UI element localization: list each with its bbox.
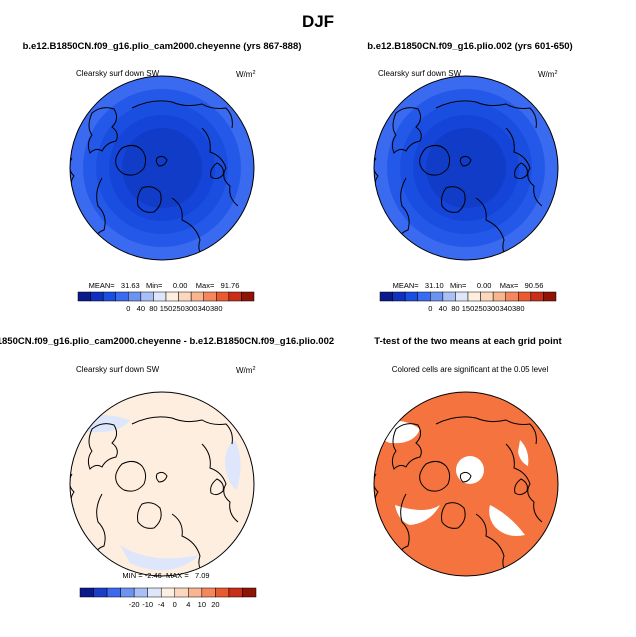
colorbar-tick-label: 300 <box>185 304 198 313</box>
colorbar-swatch <box>147 587 162 598</box>
panel-3-variable: Clearsky surf down SW <box>76 365 160 374</box>
panel-3-map <box>69 391 255 577</box>
colorbar-swatch <box>455 291 469 302</box>
colorbar-tick-label: 4 <box>186 600 190 609</box>
colorbar-tick-label: 80 <box>451 304 459 313</box>
colorbar-swatch <box>133 587 148 598</box>
colorbar-swatch <box>77 291 91 302</box>
colorbar-tick-label: 250 <box>474 304 487 313</box>
colorbar-swatch <box>106 587 121 598</box>
colorbar-swatch <box>241 291 255 302</box>
colorbar-swatch <box>140 291 154 302</box>
colorbar-swatch <box>417 291 431 302</box>
panel-3-colorbar: -20 -10 -4 0 4 10 20 <box>79 587 257 609</box>
colorbar-tick-label: 10 <box>198 600 206 609</box>
colorbar-swatch <box>178 291 192 302</box>
panel-3-units: W/m2 <box>236 366 256 375</box>
colorbar-tick-label: 250 <box>172 304 185 313</box>
colorbar-tick-label: 0 <box>428 304 432 313</box>
colorbar-swatch <box>160 587 176 598</box>
colorbar-swatch <box>442 291 456 302</box>
colorbar-swatch <box>242 587 257 598</box>
colorbar-tick-label: 380 <box>512 304 525 313</box>
panel-2-units: W/m2 <box>538 70 558 79</box>
colorbar-swatch <box>93 587 108 598</box>
colorbar-tick-label: -10 <box>142 600 153 609</box>
colorbar-tick-label: 340 <box>197 304 210 313</box>
colorbar-swatch <box>430 291 444 302</box>
colorbar-swatch <box>228 291 242 302</box>
panel-4-header: T-test of the two means at each grid poi… <box>374 336 562 347</box>
colorbar-swatch <box>165 291 179 302</box>
colorbar-tick-label: 150 <box>462 304 475 313</box>
figure-title: DJF <box>302 12 334 31</box>
colorbar-swatch <box>79 587 94 598</box>
colorbar-swatch <box>115 291 129 302</box>
panel-1-colorbar: 0 40 80 150 250 300 340 380 <box>77 291 255 313</box>
map-contour-band <box>122 128 202 208</box>
colorbar-swatch <box>216 291 230 302</box>
panel-2-colorbar: 0 40 80 150 250 300 340 380 <box>379 291 557 313</box>
panel-1-stats: MEAN= 31.63 Min= 0.00 Max= 91.76 <box>89 281 240 290</box>
colorbar-swatch <box>120 587 135 598</box>
colorbar-tick-label: 0 <box>126 304 130 313</box>
panel-4-note: Colored cells are significant at the 0.0… <box>392 365 549 374</box>
map-contour-band <box>426 128 506 208</box>
colorbar-tick-label: 40 <box>439 304 447 313</box>
colorbar-swatch <box>480 291 494 302</box>
panel-3-stats: MIN = -2.46 MAX = 7.09 <box>122 571 209 580</box>
colorbar-swatch <box>392 291 406 302</box>
panel-1-units: W/m2 <box>236 70 256 79</box>
panel-2-variable: Clearsky surf down SW <box>378 69 462 78</box>
colorbar-swatch <box>228 587 243 598</box>
panel-1: b.e12.B1850CN.f09_g16.plio_cam2000.cheye… <box>23 41 302 313</box>
colorbar-swatch <box>518 291 532 302</box>
panel-4-map <box>373 391 559 577</box>
colorbar-swatch <box>215 587 230 598</box>
panel-1-variable: Clearsky surf down SW <box>76 69 160 78</box>
colorbar-swatch <box>128 291 142 302</box>
colorbar-tick-label: 150 <box>160 304 173 313</box>
colorbar-swatch <box>404 291 418 302</box>
colorbar-tick-label: 80 <box>149 304 157 313</box>
colorbar-swatch <box>90 291 104 302</box>
colorbar-tick-label: 380 <box>210 304 223 313</box>
colorbar-tick-label: 340 <box>499 304 512 313</box>
colorbar-swatch <box>379 291 393 302</box>
colorbar-tick-label: 0 <box>173 600 177 609</box>
panel-2-header: b.e12.B1850CN.f09_g16.plio.002 (yrs 601-… <box>367 41 572 52</box>
colorbar-swatch <box>492 291 506 302</box>
colorbar-tick-label: 300 <box>487 304 500 313</box>
panel-4: T-test of the two means at each grid poi… <box>373 336 563 577</box>
colorbar-swatch <box>467 291 481 302</box>
colorbar-tick-label: 20 <box>211 600 219 609</box>
panel-3: B1850CN.f09_g16.plio_cam2000.cheyenne - … <box>0 336 334 609</box>
colorbar-swatch <box>543 291 557 302</box>
colorbar-swatch <box>174 587 189 598</box>
colorbar-swatch <box>201 587 216 598</box>
panel-1-header: b.e12.B1850CN.f09_g16.plio_cam2000.cheye… <box>23 41 302 52</box>
colorbar-swatch <box>188 587 203 598</box>
panel-1-map <box>69 75 255 261</box>
colorbar-swatch <box>153 291 167 302</box>
colorbar-tick-label: 40 <box>137 304 145 313</box>
colorbar-tick-label: -4 <box>158 600 165 609</box>
colorbar-tick-label: -20 <box>129 600 140 609</box>
colorbar-swatch <box>530 291 544 302</box>
colorbar-swatch <box>102 291 116 302</box>
panel-2-map <box>373 75 559 261</box>
colorbar-swatch <box>505 291 519 302</box>
panel-2: b.e12.B1850CN.f09_g16.plio.002 (yrs 601-… <box>367 41 572 313</box>
colorbar-swatch <box>203 291 217 302</box>
colorbar-swatch <box>190 291 204 302</box>
panel-2-stats: MEAN= 31.10 Min= 0.00 Max= 90.56 <box>393 281 544 290</box>
panel-3-header: B1850CN.f09_g16.plio_cam2000.cheyenne - … <box>0 336 334 347</box>
